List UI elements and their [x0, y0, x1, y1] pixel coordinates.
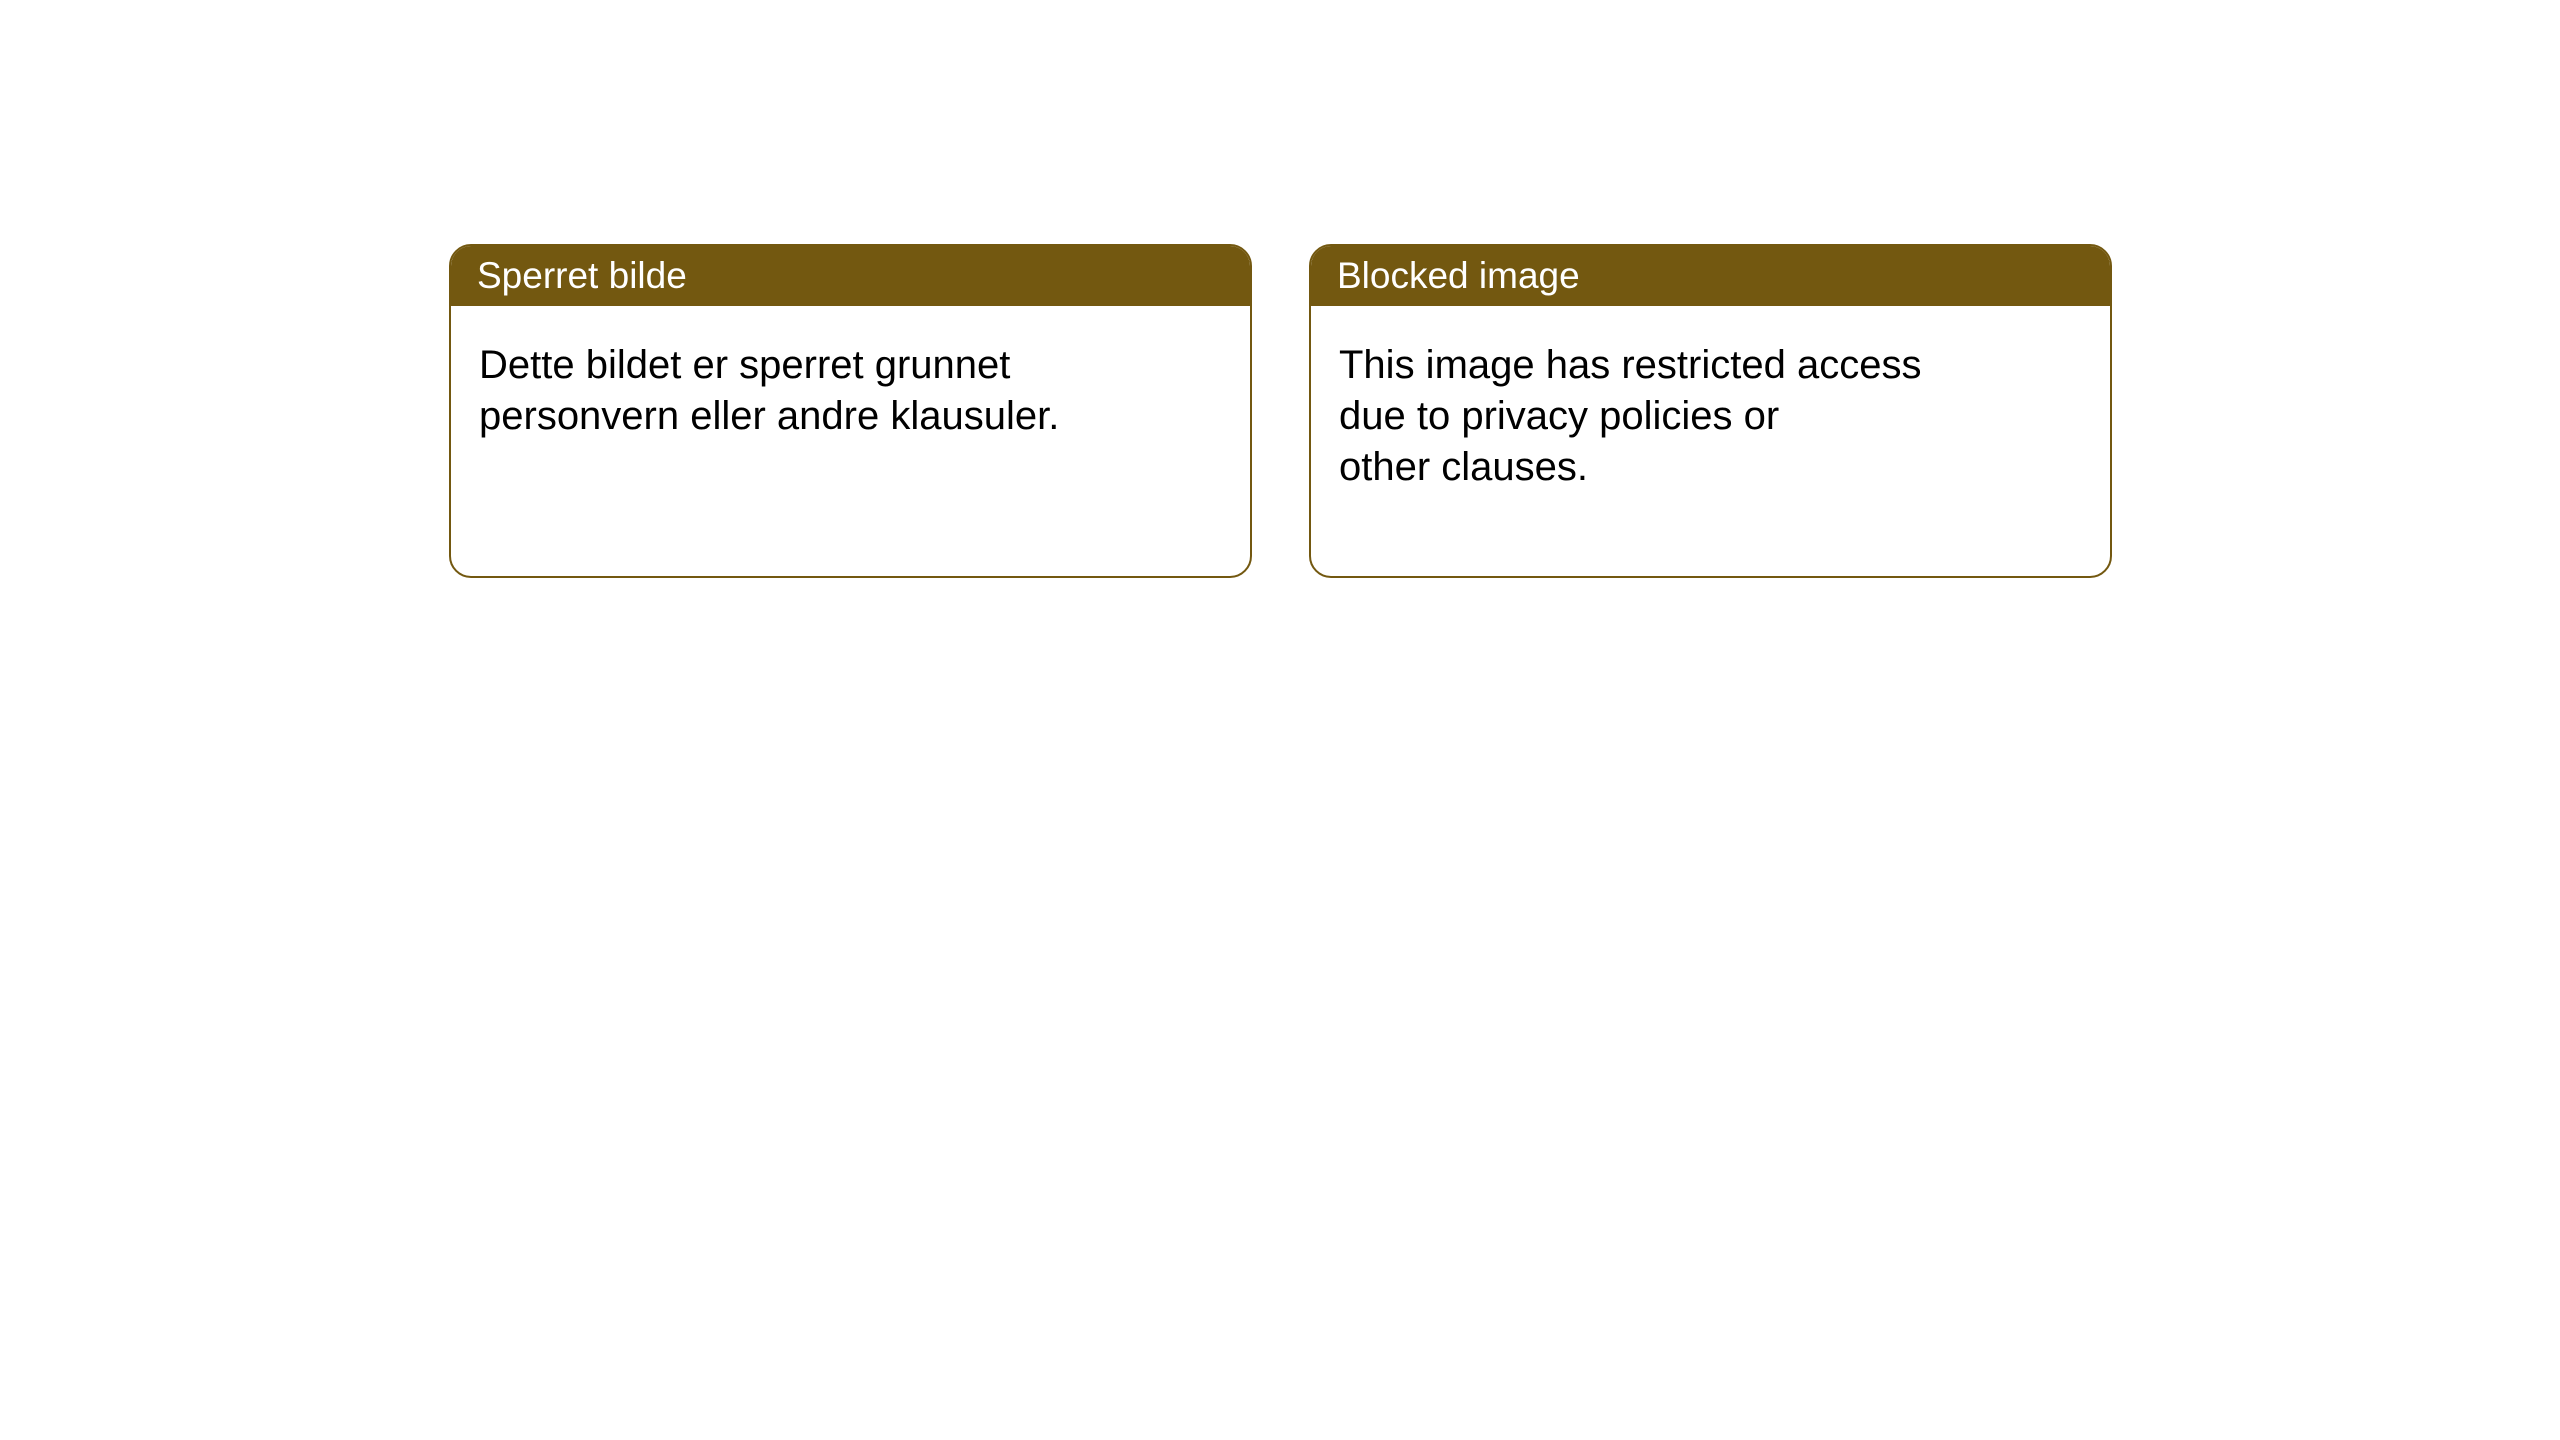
notice-card-no-body: Dette bildet er sperret grunnet personve…	[451, 306, 1250, 442]
notice-card-en-title: Blocked image	[1311, 246, 2110, 306]
notice-card-no: Sperret bilde Dette bildet er sperret gr…	[449, 244, 1252, 578]
notice-row: Sperret bilde Dette bildet er sperret gr…	[449, 244, 2112, 578]
notice-card-no-title: Sperret bilde	[451, 246, 1250, 306]
notice-card-en-body: This image has restricted access due to …	[1311, 306, 2110, 494]
notice-card-en: Blocked image This image has restricted …	[1309, 244, 2112, 578]
